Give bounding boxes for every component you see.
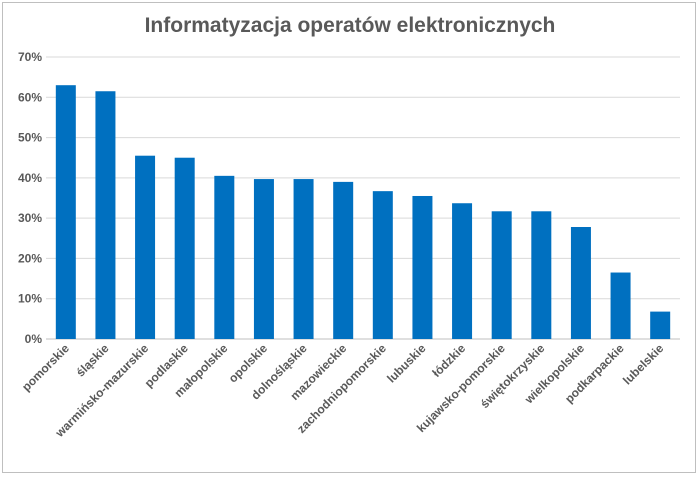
y-tick-label: 60% bbox=[18, 90, 42, 104]
y-tick-label: 70% bbox=[18, 50, 42, 64]
bar bbox=[135, 155, 156, 339]
x-tick-label: łódzkie bbox=[430, 341, 469, 380]
bar bbox=[531, 211, 552, 339]
y-tick-label: 0% bbox=[25, 332, 43, 346]
bar bbox=[174, 157, 195, 339]
x-tick-label: lubuskie bbox=[384, 341, 429, 386]
bar bbox=[372, 191, 393, 339]
chart-title: Informatyzacja operatów elektronicznych bbox=[144, 14, 556, 37]
y-tick-label: 50% bbox=[18, 131, 42, 145]
bar bbox=[95, 91, 116, 339]
x-tick-label: lubelskie bbox=[620, 341, 666, 387]
bar bbox=[491, 211, 512, 339]
bar bbox=[650, 311, 671, 339]
bar bbox=[253, 179, 274, 339]
x-tick-label: pomorskie bbox=[19, 341, 72, 394]
bar bbox=[214, 175, 235, 339]
bar bbox=[610, 272, 631, 339]
bar bbox=[333, 181, 354, 339]
y-tick-label: 30% bbox=[18, 211, 42, 225]
bar bbox=[570, 227, 591, 339]
y-tick-label: 10% bbox=[18, 292, 42, 306]
bar bbox=[293, 179, 314, 339]
bar bbox=[55, 85, 76, 339]
bar bbox=[452, 203, 473, 339]
y-tick-label: 20% bbox=[18, 251, 42, 265]
x-tick-label: śląskie bbox=[73, 341, 111, 379]
bar bbox=[412, 195, 433, 339]
y-tick-label: 40% bbox=[18, 171, 42, 185]
